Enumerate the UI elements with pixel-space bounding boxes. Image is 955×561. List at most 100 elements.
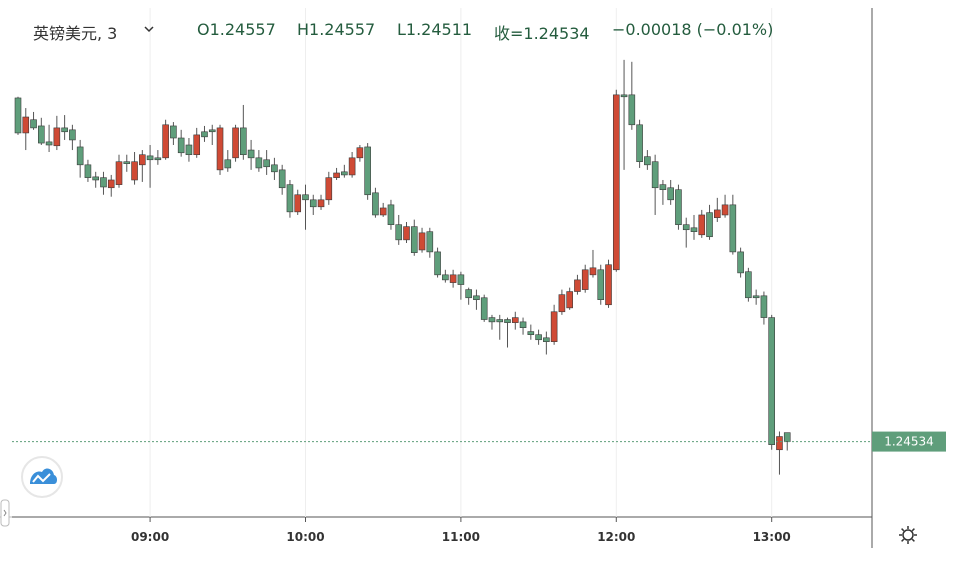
- last-price-box: [872, 431, 946, 452]
- candle-body: [682, 224, 690, 231]
- logo-line: [32, 473, 51, 483]
- candle-body: [752, 295, 760, 299]
- x-tick-label: 09:00: [131, 530, 169, 544]
- candle-body: [185, 144, 193, 156]
- candle-body: [403, 226, 410, 241]
- candle-body: [644, 156, 651, 166]
- candle-body: [146, 155, 154, 161]
- candle-body: [721, 204, 729, 216]
- candle-body: [100, 177, 107, 188]
- candle-body: [581, 269, 589, 290]
- candle-body: [372, 192, 379, 216]
- candle-body: [139, 154, 146, 166]
- candle-body: [636, 124, 643, 163]
- candle-body: [698, 214, 706, 236]
- candle-body: [535, 334, 542, 341]
- overlay: 1.24534: [12, 431, 946, 452]
- candle-body: [302, 194, 309, 201]
- candle-body: [208, 129, 216, 133]
- close-label: 收=1.24534: [494, 24, 590, 43]
- logo[interactable]: [21, 456, 63, 498]
- candle-body: [107, 179, 115, 189]
- x-tick-label: 10:00: [286, 530, 324, 544]
- candle-body: [566, 291, 573, 309]
- scroll-arrow: [3, 509, 7, 517]
- candle-body: [651, 161, 659, 189]
- candle-body: [356, 147, 364, 159]
- low-label: L1.24511: [397, 20, 473, 39]
- candle-body: [558, 294, 566, 313]
- candle-body: [457, 274, 465, 285]
- candle-body: [434, 251, 441, 276]
- candle-body: [783, 432, 791, 442]
- candle-body: [511, 317, 519, 323]
- candle-body: [232, 127, 239, 159]
- candle-body: [84, 164, 92, 178]
- candle-body: [271, 164, 278, 173]
- candle-body: [543, 337, 550, 342]
- candle-body: [115, 161, 123, 185]
- candle-body: [193, 134, 201, 156]
- candle-body: [278, 169, 286, 189]
- candle-body: [410, 226, 418, 253]
- candle-body: [690, 227, 698, 232]
- candle-body: [760, 295, 768, 318]
- candle-body: [574, 279, 581, 292]
- candle-body: [325, 177, 333, 201]
- candle-body: [309, 199, 317, 208]
- candle-body: [38, 125, 45, 144]
- candle-body: [14, 97, 22, 134]
- candle-body: [465, 289, 472, 299]
- candle-body: [675, 189, 682, 225]
- candle-body: [294, 194, 302, 213]
- candle-body: [612, 94, 620, 271]
- candle-body: [247, 149, 255, 159]
- candle-body: [589, 267, 597, 276]
- symbol-chevron[interactable]: [143, 24, 155, 34]
- candle-body: [628, 94, 636, 126]
- candle-body: [550, 311, 558, 342]
- candle-body: [263, 159, 270, 168]
- candle-body: [659, 184, 667, 190]
- candle-body: [488, 317, 496, 323]
- scroll-handle[interactable]: [0, 499, 10, 527]
- candle-body: [162, 124, 169, 159]
- candle-body: [255, 157, 263, 169]
- candle-body: [473, 295, 480, 301]
- candle-body: [30, 119, 37, 129]
- candle-body: [69, 129, 76, 141]
- candle-body: [442, 274, 449, 281]
- candle-body: [504, 319, 511, 323]
- candle-body: [395, 224, 403, 241]
- candle-body: [348, 157, 356, 176]
- candle-body: [224, 159, 232, 169]
- candle-body: [201, 131, 208, 138]
- candle-body: [364, 146, 371, 196]
- symbol[interactable]: 英镑美元, 3: [33, 24, 118, 43]
- candles: [14, 59, 791, 475]
- candle-body: [61, 127, 68, 133]
- candle-body: [729, 204, 737, 253]
- settings-icon[interactable]: [899, 526, 917, 544]
- change-label: −0.00018 (−0.01%): [612, 20, 774, 39]
- candle-body: [22, 116, 30, 134]
- candle-body: [53, 127, 61, 147]
- candle-body: [449, 274, 457, 283]
- candle-body: [170, 125, 177, 139]
- candle-body: [706, 212, 713, 238]
- candle-body: [240, 127, 247, 156]
- gear-ring: [902, 529, 914, 541]
- candle-body: [620, 94, 628, 98]
- candle-body: [519, 321, 527, 328]
- candle-body: [76, 146, 84, 166]
- candle-body: [597, 269, 605, 301]
- candle-body: [92, 176, 99, 181]
- candle-body: [667, 187, 674, 201]
- candle-body: [418, 232, 426, 251]
- candle-body: [45, 141, 53, 146]
- open-label: O1.24557: [197, 20, 276, 39]
- high-label: H1.24557: [297, 20, 376, 39]
